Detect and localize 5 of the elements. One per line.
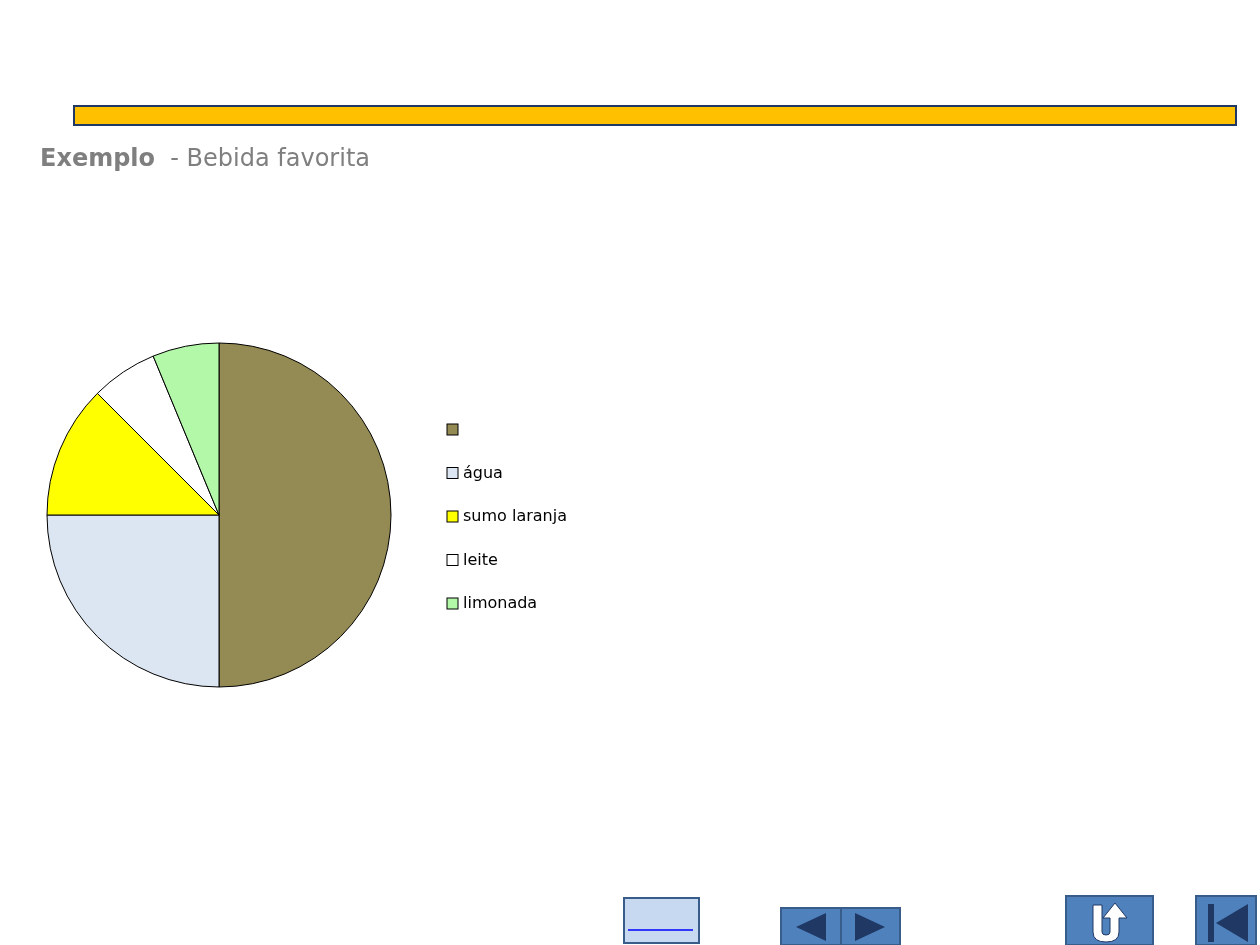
- legend-label: limonada: [463, 593, 538, 612]
- chart-title: Exemplo - Bebida favorita: [40, 144, 371, 172]
- legend-label: água: [463, 462, 503, 482]
- legend-label: sumo laranja: [463, 506, 567, 525]
- legend-label: leite: [463, 549, 498, 569]
